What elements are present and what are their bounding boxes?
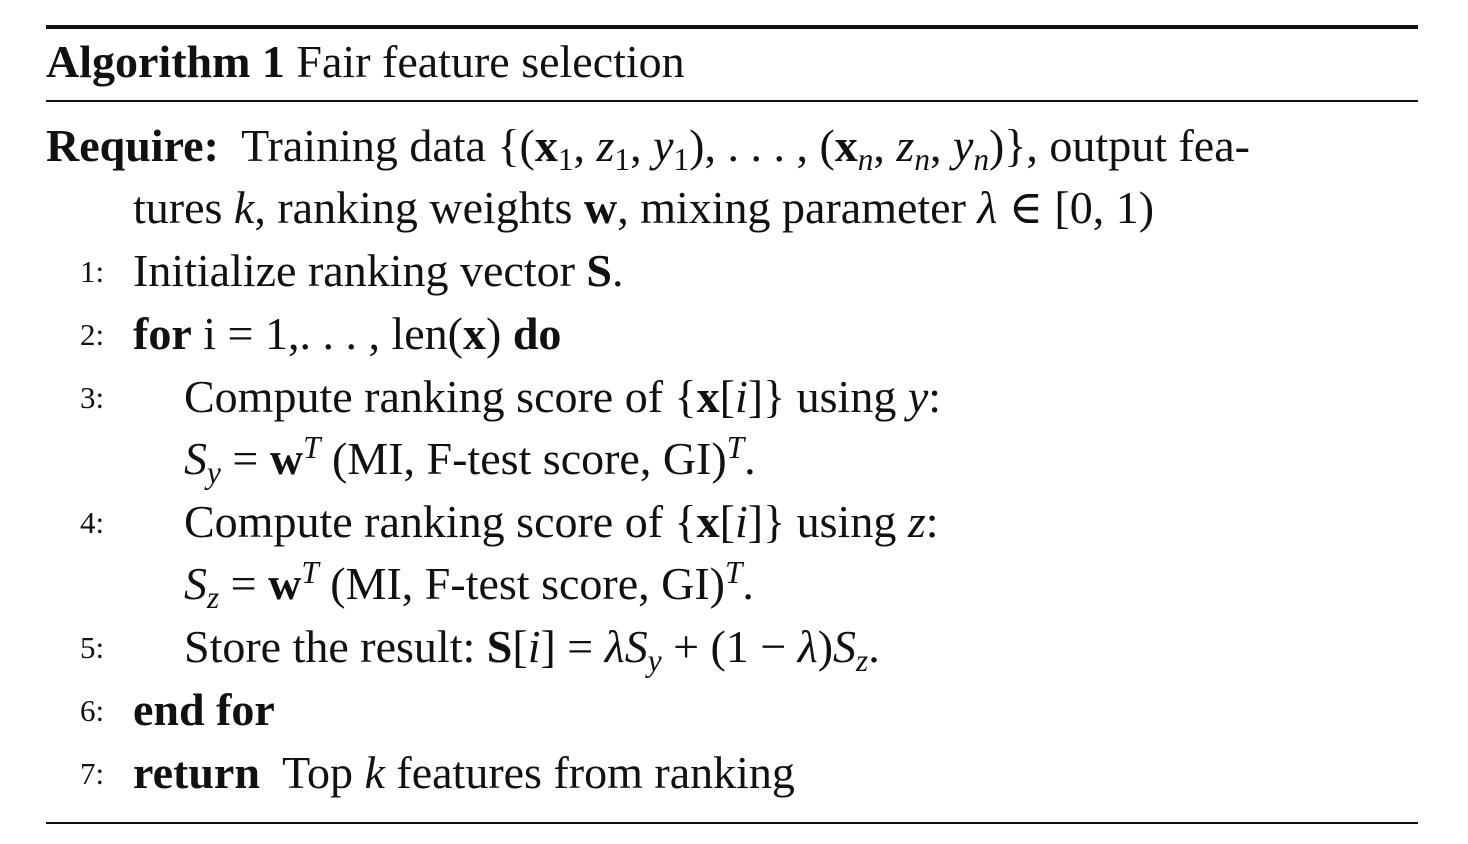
require-training-data: Training data {( [241,120,535,171]
algorithm-name: Fair feature selection [296,36,685,87]
step-number: 1: [80,254,105,289]
step-number: 6: [80,693,105,728]
step-7-text: return Top k features from ranking [133,747,795,798]
top-rule [46,25,1418,29]
step-4-formula: Sz = wT (MI, F-test score, GI)T. [184,554,754,615]
require-line-2: tures k, ranking weights w, mixing param… [133,182,1155,233]
end-for-keyword: end for [133,684,275,735]
do-keyword: do [512,308,562,359]
step-number: 4: [80,505,105,540]
step-4-text: Compute ranking score of {x[i]} using z: [184,496,939,547]
step-3-formula: Sy = wT (MI, F-test score, GI)T. [184,429,756,490]
bottom-rule [46,822,1418,824]
header-rule [46,100,1418,102]
require-keyword: Require: [46,120,219,171]
step-number: 7: [80,756,105,791]
step-number: 2: [80,317,105,352]
algorithm-title: Algorithm 1 Fair feature selection [46,34,685,90]
algorithm-label: Algorithm 1 [46,36,285,87]
step-1-text: Initialize ranking vector S. [133,245,624,296]
return-keyword: return [133,747,260,798]
step-3-text: Compute ranking score of {x[i]} using y: [184,371,942,422]
step-number: 3: [80,380,105,415]
require-line-1: Require: Training data {(x1, z1, y1), . … [46,120,1250,177]
step-5-text: Store the result: S[i] = λSy + (1 − λ)Sz… [184,621,880,678]
step-number: 5: [80,630,105,665]
for-keyword: for [133,308,192,359]
step-6-text: end for [133,682,275,738]
step-2-text: for i = 1,. . . , len(x) do [133,308,562,359]
